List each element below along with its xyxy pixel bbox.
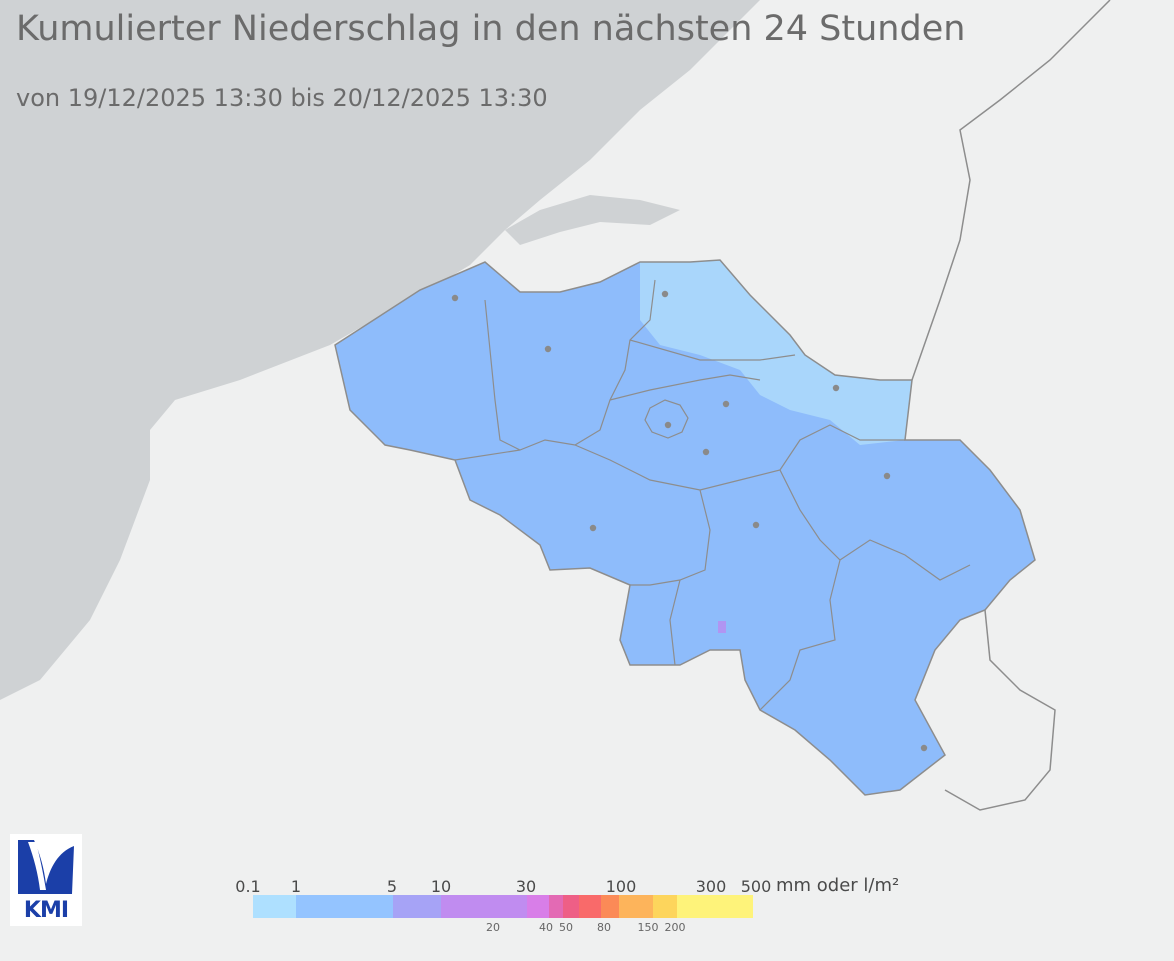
legend-label-150: 150: [637, 921, 659, 934]
legend-label-100: 100: [605, 877, 637, 896]
legend-swatch: [677, 895, 753, 918]
legend-swatch: [563, 895, 579, 918]
city-marker: [544, 345, 552, 353]
legend-swatch: [549, 895, 563, 918]
city-marker: [702, 448, 710, 456]
heavy-rain-spot: [718, 621, 726, 633]
kmi-logo: KMI: [10, 834, 82, 926]
legend-swatch: [296, 895, 393, 918]
legend-label-1: 1: [290, 877, 302, 896]
city-marker: [451, 294, 459, 302]
city-marker: [752, 521, 760, 529]
legend-swatch: [253, 895, 296, 918]
scheldt-estuary: [505, 195, 680, 245]
legend-swatch: [527, 895, 549, 918]
legend-label-5: 5: [386, 877, 398, 896]
legend-label-30: 30: [515, 877, 537, 896]
north-sea: [0, 0, 760, 700]
legend-label-50: 50: [559, 921, 573, 934]
map-subtitle: von 19/12/2025 13:30 bis 20/12/2025 13:3…: [16, 84, 548, 112]
legend-swatch: [579, 895, 601, 918]
light-rain-zone: [640, 260, 912, 445]
map-title: Kumulierter Niederschlag in den nächsten…: [16, 9, 966, 49]
legend-swatch: [393, 895, 441, 918]
germany-border: [911, 0, 1111, 381]
legend-label-200: 200: [664, 921, 686, 934]
city-marker: [661, 290, 669, 298]
legend-label-300: 300: [695, 877, 727, 896]
country-border: [334, 259, 1036, 796]
legend-swatch: [653, 895, 677, 918]
city-marker: [883, 472, 891, 480]
legend-label-20: 20: [486, 921, 500, 934]
legend-label-10: 10: [430, 877, 452, 896]
legend-label-0-1: 0.1: [235, 877, 261, 896]
city-marker: [664, 421, 672, 429]
city-marker: [832, 384, 840, 392]
province-borders: [454, 279, 971, 711]
legend-swatch: [441, 895, 527, 918]
brussels-border: [644, 399, 689, 439]
legend-swatch: [601, 895, 619, 918]
legend-label-500: 500: [740, 877, 772, 896]
city-markers: [451, 290, 928, 752]
legend-swatch: [619, 895, 653, 918]
legend-label-80: 80: [597, 921, 611, 934]
legend-label-40: 40: [539, 921, 553, 934]
legend-color-scale: [253, 895, 753, 918]
city-marker: [722, 400, 730, 408]
city-marker: [589, 524, 597, 532]
legend-unit: mm oder l/m²: [776, 875, 900, 896]
kmi-logo-mark: [18, 840, 74, 894]
luxembourg-border: [944, 609, 1056, 811]
kmi-logo-text: KMI: [23, 898, 69, 923]
city-marker: [920, 744, 928, 752]
